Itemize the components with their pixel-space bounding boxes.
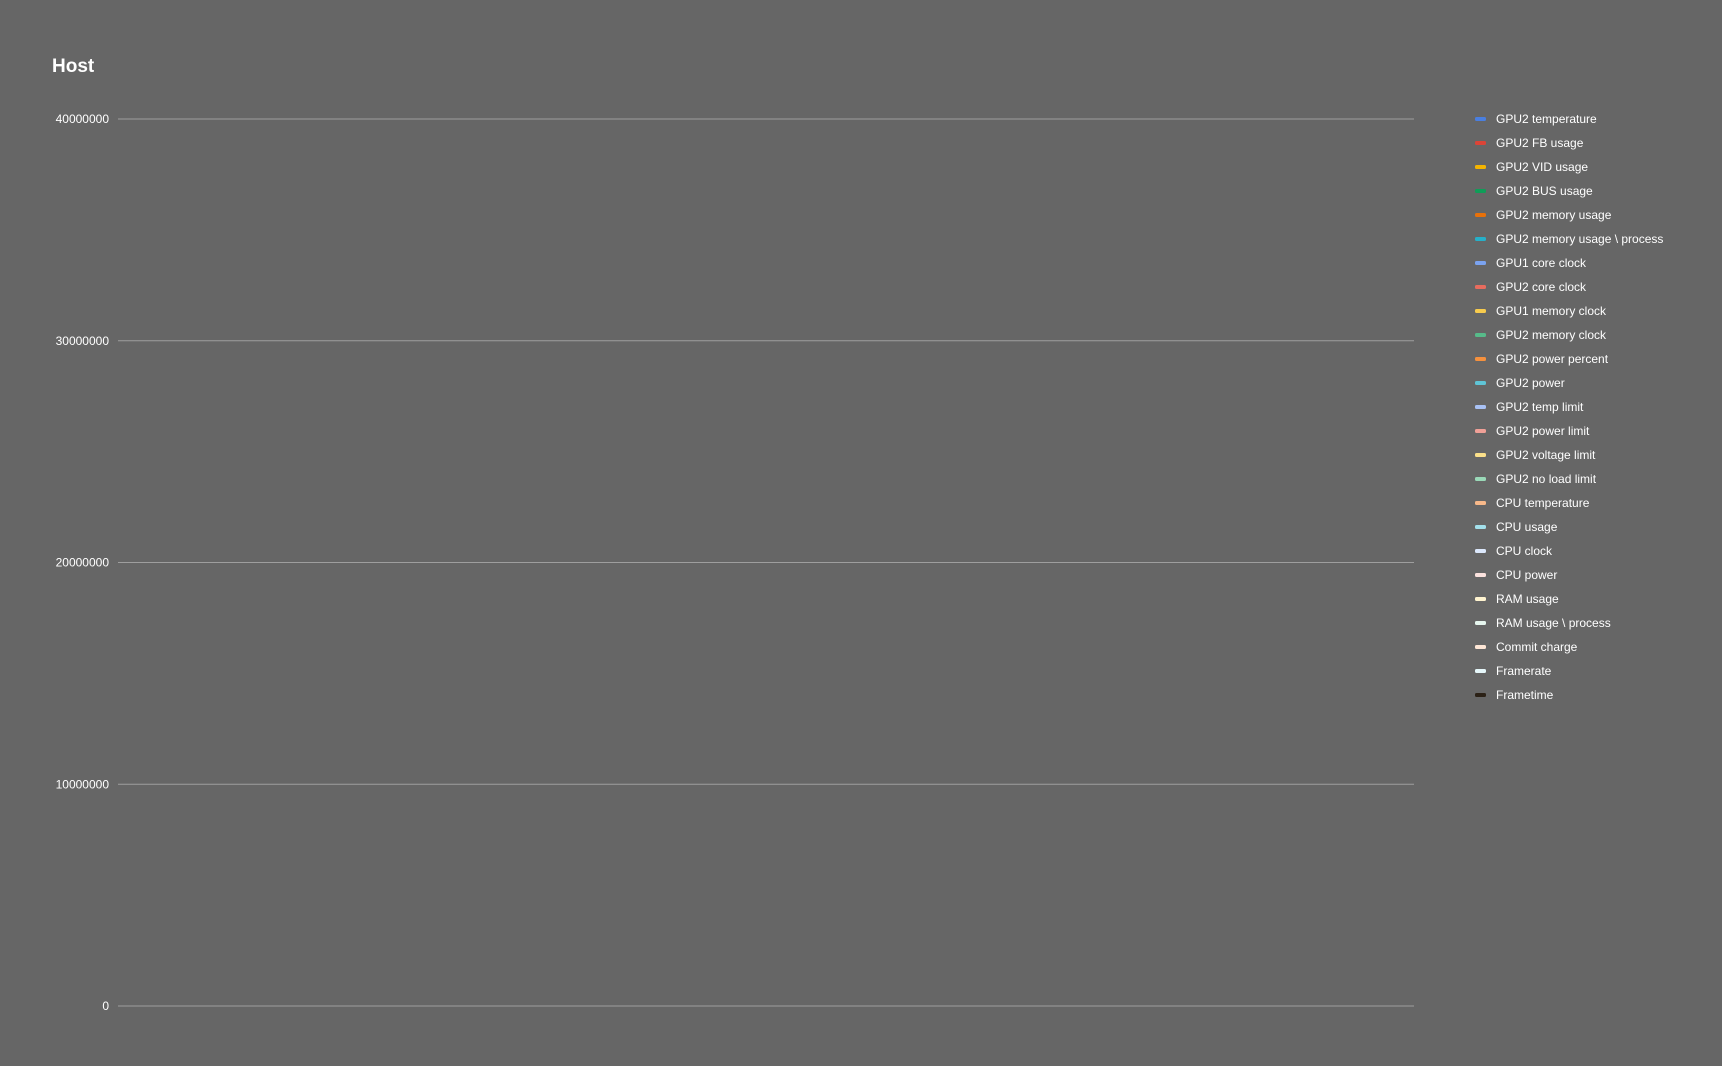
legend-swatch bbox=[1475, 309, 1486, 313]
legend-item: CPU clock bbox=[1475, 544, 1553, 558]
legend-item: GPU2 no load limit bbox=[1475, 472, 1597, 486]
legend-swatch bbox=[1475, 621, 1486, 625]
legend-item: GPU2 memory clock bbox=[1475, 328, 1607, 342]
y-tick-label: 0 bbox=[102, 999, 109, 1013]
legend-swatch bbox=[1475, 525, 1486, 529]
legend-item: GPU2 temperature bbox=[1475, 112, 1597, 126]
legend-item: GPU2 BUS usage bbox=[1475, 184, 1593, 198]
y-tick-label: 30000000 bbox=[56, 334, 110, 348]
legend-swatch bbox=[1475, 285, 1486, 289]
legend-item: GPU2 power percent bbox=[1475, 352, 1609, 366]
legend-item: Commit charge bbox=[1475, 640, 1578, 654]
legend-item: GPU2 power limit bbox=[1475, 424, 1590, 438]
legend-swatch bbox=[1475, 261, 1486, 265]
legend-item: Frametime bbox=[1475, 688, 1554, 702]
legend-swatch bbox=[1475, 429, 1486, 433]
legend-label: GPU2 no load limit bbox=[1496, 472, 1597, 486]
legend-swatch bbox=[1475, 213, 1486, 217]
legend-item: GPU2 FB usage bbox=[1475, 136, 1584, 150]
legend-label: GPU2 voltage limit bbox=[1496, 448, 1596, 462]
legend-label: RAM usage \ process bbox=[1496, 616, 1611, 630]
legend-swatch bbox=[1475, 477, 1486, 481]
legend-swatch bbox=[1475, 117, 1486, 121]
legend-label: CPU power bbox=[1496, 568, 1557, 582]
legend-item: GPU2 memory usage bbox=[1475, 208, 1612, 222]
legend-label: GPU1 memory clock bbox=[1496, 304, 1607, 318]
legend-item: RAM usage \ process bbox=[1475, 616, 1611, 630]
legend-item: CPU power bbox=[1475, 568, 1557, 582]
legend-label: GPU2 memory usage \ process bbox=[1496, 232, 1663, 246]
legend-swatch bbox=[1475, 573, 1486, 577]
legend-label: GPU2 power percent bbox=[1496, 352, 1609, 366]
legend-item: GPU2 memory usage \ process bbox=[1475, 232, 1663, 246]
legend-label: CPU usage bbox=[1496, 520, 1558, 534]
legend-item: CPU temperature bbox=[1475, 496, 1590, 510]
legend-item: GPU1 memory clock bbox=[1475, 304, 1607, 318]
legend-label: CPU clock bbox=[1496, 544, 1553, 558]
legend-label: RAM usage bbox=[1496, 592, 1559, 606]
legend-label: GPU1 core clock bbox=[1496, 256, 1587, 270]
legend-item: Framerate bbox=[1475, 664, 1552, 678]
legend-swatch bbox=[1475, 189, 1486, 193]
legend-label: GPU2 temperature bbox=[1496, 112, 1597, 126]
legend-item: GPU2 VID usage bbox=[1475, 160, 1588, 174]
legend-swatch bbox=[1475, 501, 1486, 505]
legend-label: GPU2 power limit bbox=[1496, 424, 1590, 438]
legend-label: Frametime bbox=[1496, 688, 1554, 702]
legend-label: GPU2 memory usage bbox=[1496, 208, 1612, 222]
legend-swatch bbox=[1475, 453, 1486, 457]
legend-swatch bbox=[1475, 333, 1486, 337]
legend-item: GPU1 core clock bbox=[1475, 256, 1587, 270]
legend-swatch bbox=[1475, 237, 1486, 241]
legend-label: GPU2 memory clock bbox=[1496, 328, 1607, 342]
legend-item: GPU2 power bbox=[1475, 376, 1565, 390]
legend-label: CPU temperature bbox=[1496, 496, 1590, 510]
legend-swatch bbox=[1475, 645, 1486, 649]
legend-label: GPU2 power bbox=[1496, 376, 1565, 390]
legend-label: GPU2 BUS usage bbox=[1496, 184, 1593, 198]
y-axis-ticks: 0 10000000 20000000 30000000 40000000 bbox=[56, 112, 110, 1013]
legend-swatch bbox=[1475, 669, 1486, 673]
legend-label: GPU2 core clock bbox=[1496, 280, 1587, 294]
legend-item: GPU2 core clock bbox=[1475, 280, 1587, 294]
legend-swatch bbox=[1475, 165, 1486, 169]
legend-swatch bbox=[1475, 381, 1486, 385]
legend-label: Framerate bbox=[1496, 664, 1552, 678]
y-tick-label: 10000000 bbox=[56, 777, 110, 791]
legend-swatch bbox=[1475, 597, 1486, 601]
legend-label: GPU2 FB usage bbox=[1496, 136, 1584, 150]
legend-swatch bbox=[1475, 693, 1486, 697]
legend-label: GPU2 VID usage bbox=[1496, 160, 1588, 174]
legend-label: Commit charge bbox=[1496, 640, 1578, 654]
legend-swatch bbox=[1475, 405, 1486, 409]
legend-item: GPU2 temp limit bbox=[1475, 400, 1584, 414]
y-tick-label: 20000000 bbox=[56, 556, 110, 570]
y-tick-label: 40000000 bbox=[56, 112, 110, 126]
legend-label: GPU2 temp limit bbox=[1496, 400, 1584, 414]
legend-item: CPU usage bbox=[1475, 520, 1558, 534]
legend-item: RAM usage bbox=[1475, 592, 1559, 606]
legend: GPU2 temperature GPU2 FB usage GPU2 VID us… bbox=[1475, 112, 1663, 702]
chart-title: Host bbox=[52, 56, 95, 77]
legend-swatch bbox=[1475, 357, 1486, 361]
grid-lines bbox=[118, 118, 1414, 1007]
legend-swatch bbox=[1475, 141, 1486, 145]
legend-swatch bbox=[1475, 549, 1486, 553]
legend-item: GPU2 voltage limit bbox=[1475, 448, 1596, 462]
